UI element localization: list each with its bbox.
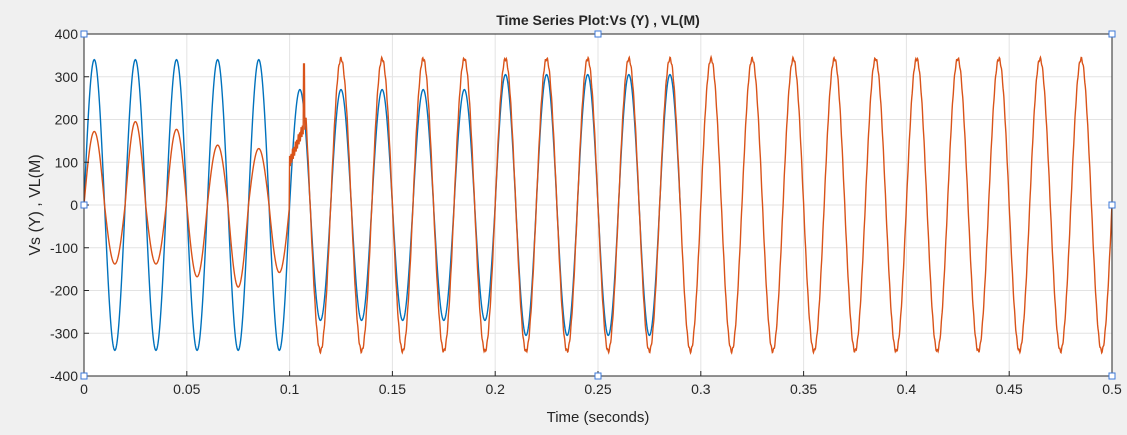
resize-handle[interactable]: [1108, 201, 1116, 209]
x-tick-label: 0.2: [485, 381, 505, 397]
resize-handle[interactable]: [1108, 372, 1116, 380]
resize-handles[interactable]: [80, 30, 1116, 380]
y-tick-label: -400: [50, 368, 78, 384]
x-tick-label: 0.4: [897, 381, 917, 397]
y-tick-label: 300: [55, 69, 79, 85]
resize-handle[interactable]: [80, 30, 88, 38]
x-tick-label: 0.5: [1102, 381, 1122, 397]
x-tick-label: 0: [80, 381, 88, 397]
y-tick-label: -300: [50, 325, 78, 341]
y-tick-label: 0: [70, 197, 78, 213]
y-tick-label: 400: [55, 26, 79, 42]
x-tick-label: 0.05: [173, 381, 200, 397]
series-group: [83, 54, 1113, 355]
x-tick-label: 0.45: [996, 381, 1023, 397]
x-tick-label: 0.15: [379, 381, 406, 397]
series-vl-line: [83, 54, 1113, 355]
resize-handle[interactable]: [594, 372, 602, 380]
y-tick-label: 100: [55, 154, 79, 170]
x-axis-label: Time (seconds): [547, 409, 650, 426]
x-tick-label: 0.25: [584, 381, 611, 397]
chart-title: Time Series Plot:Vs (Y) , VL(M): [496, 12, 700, 28]
tick-labels: 0 0.05 0.1 0.15 0.2 0.25 0.3 0.35 0.4 0.45 0.5 400 3…: [50, 26, 1122, 397]
x-tick-label: 0.35: [790, 381, 817, 397]
x-tick-label: 0.1: [280, 381, 300, 397]
y-axis-label: Vs (Y) , VL(M): [27, 154, 44, 255]
resize-handle[interactable]: [594, 30, 602, 38]
y-tick-label: 200: [55, 112, 79, 128]
x-tick-label: 0.3: [691, 381, 711, 397]
resize-handle[interactable]: [1108, 30, 1116, 38]
y-tick-label: -200: [50, 283, 78, 299]
resize-handle[interactable]: [80, 372, 88, 380]
y-tick-label: -100: [50, 240, 78, 256]
resize-handle[interactable]: [80, 201, 88, 209]
